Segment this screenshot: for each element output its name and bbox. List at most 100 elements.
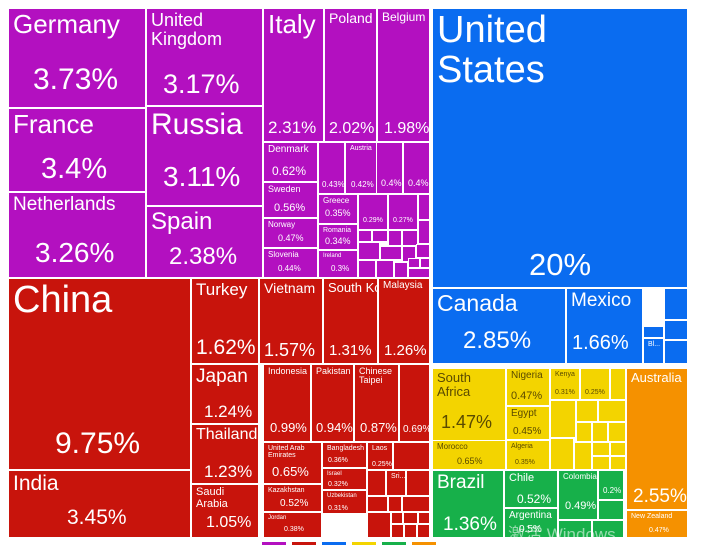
small-country-tile	[408, 258, 420, 268]
jordan-tile: Jordan 0.38%	[263, 512, 322, 538]
chinese-taipei-tile: Chinese Taipei 0.87%	[354, 364, 399, 442]
greece-tile: Greece 0.35%	[318, 194, 358, 224]
small-country-tile	[664, 288, 688, 320]
small-country-tile	[358, 242, 380, 260]
italy-tile: Italy 2.31%	[263, 8, 324, 142]
colombia-tile: Colombia 0.49%	[558, 470, 598, 520]
tile-name: Kenya	[555, 371, 575, 378]
tile-1-21-tile: 0.27%	[388, 194, 418, 230]
tile-value: 0.69%	[403, 424, 430, 435]
egypt-tile: Egypt 0.45%	[506, 406, 550, 440]
tile-value: 3.73%	[33, 63, 119, 96]
tile-value: 3.17%	[163, 69, 240, 99]
south-africa-tile: South Africa 1.47%	[432, 368, 506, 468]
tile-value: 0.44%	[278, 264, 301, 273]
tile-1-16-tile: 0.4%	[376, 142, 403, 194]
legend-swatch	[382, 542, 406, 545]
norway-tile: Norway 0.47%	[263, 218, 318, 248]
tile-name: United Arab Emirates	[268, 445, 305, 460]
vietnam-tile: Vietnam 1.57%	[259, 278, 323, 364]
tile-value: 0.49%	[565, 500, 597, 512]
tile-value: 0.99%	[270, 420, 307, 435]
tile-value: 0.29%	[363, 217, 383, 224]
tile-name: Canada	[437, 290, 518, 316]
poland-tile: Poland 2.02%	[324, 8, 377, 142]
canada-tile: Canada 2.85%	[432, 288, 566, 364]
united-arab-emirates-tile: United Arab Emirates 0.65%	[263, 442, 322, 484]
small-country-tile	[592, 422, 608, 442]
small-country-tile	[417, 524, 430, 538]
tile-value: 1.23%	[204, 462, 253, 481]
small-country-tile	[367, 512, 391, 538]
small-country-tile	[372, 230, 388, 242]
tile-name: United Kingdom	[151, 10, 223, 49]
kazakhstan-tile: Kazakhstan 0.52%	[263, 484, 322, 512]
tile-value: 0.42%	[351, 180, 374, 189]
small-country-tile	[391, 524, 404, 538]
tile-value: 0.56%	[274, 202, 306, 214]
tile-value: 0.52%	[517, 492, 552, 506]
small-country-tile	[388, 496, 402, 512]
tile-value: 0.25%	[372, 461, 392, 468]
tile-value: 0.31%	[555, 389, 575, 396]
tile-name: Romania	[323, 227, 352, 234]
tile-value: 1.31%	[329, 342, 372, 359]
small-country-tile	[418, 512, 430, 524]
tile-name: Israel	[327, 471, 342, 477]
small-country-tile	[406, 470, 430, 496]
nigeria-tile: Nigeria 0.47%	[506, 368, 550, 406]
thailand-tile: Thailand 1.23%	[191, 424, 259, 484]
tile-value: 0.65%	[457, 456, 483, 466]
tile-name: Chinese Taipei	[359, 366, 393, 386]
israel-tile: Israel 0.32%	[322, 468, 367, 490]
tile-value: 2.38%	[169, 243, 238, 270]
tile-name: Poland	[329, 10, 373, 26]
morocco-tile: Morocco 0.65%	[432, 440, 506, 470]
tile-name: Indonesia	[268, 366, 308, 376]
small-country-tile	[367, 496, 388, 512]
tile-1-15-tile: 0.4%	[403, 142, 430, 194]
brazil-tile: Brazil 1.36%	[432, 470, 504, 538]
turkey-tile: Turkey 1.62%	[191, 278, 259, 364]
tile-name: India	[13, 472, 59, 495]
netherlands-tile: Netherlands 3.26%	[8, 192, 146, 278]
small-country-tile	[388, 230, 402, 246]
small-country-tile	[358, 230, 372, 242]
tile-name: Morocco	[437, 442, 468, 451]
south-korea-tile: South Korea 1.31%	[323, 278, 378, 364]
small-country-tile	[404, 524, 417, 538]
tile-name: Kazakhstan	[268, 487, 305, 494]
denmark-tile: Denmark 0.62%	[263, 142, 318, 182]
tile-name: Laos	[372, 445, 388, 452]
tile-name: Bangladesh	[327, 445, 364, 452]
tile-value: 0.43%	[322, 180, 345, 189]
india-tile: India 3.45%	[8, 470, 191, 538]
spain-tile: Spain 2.38%	[146, 206, 263, 278]
tile-value: 0.52%	[280, 498, 309, 509]
legend-swatch	[412, 542, 436, 545]
small-country-tile	[574, 442, 592, 470]
small-country-tile	[592, 456, 610, 470]
tile-value: 0.5%	[519, 524, 542, 535]
france-tile: France 3.4%	[8, 108, 146, 192]
tile-value: 0.35%	[325, 208, 351, 218]
small-country-tile	[576, 422, 592, 442]
tile-value: 0.32%	[328, 481, 348, 488]
small-country-tile	[610, 442, 626, 456]
tile-value: 3.26%	[35, 237, 115, 268]
tile-value: 0.3%	[331, 264, 350, 273]
tile-name: Ireland	[323, 253, 342, 259]
tile-name: Russia	[151, 108, 243, 141]
tile-name: Bl...	[648, 341, 661, 348]
mexico-tile: Mexico 1.66%	[566, 288, 643, 364]
tile-name: Malaysia	[383, 280, 423, 291]
tile-value: 3.45%	[67, 506, 127, 529]
sri-tile: Sri...	[386, 470, 406, 496]
romania-tile: Romania 0.34%	[318, 224, 358, 250]
small-country-tile	[391, 512, 403, 524]
united-kingdom-tile: United Kingdom 3.17%	[146, 8, 263, 106]
tile-value: 3.4%	[41, 153, 108, 185]
small-country-tile	[598, 500, 624, 520]
tile-value: 0.27%	[393, 217, 413, 224]
